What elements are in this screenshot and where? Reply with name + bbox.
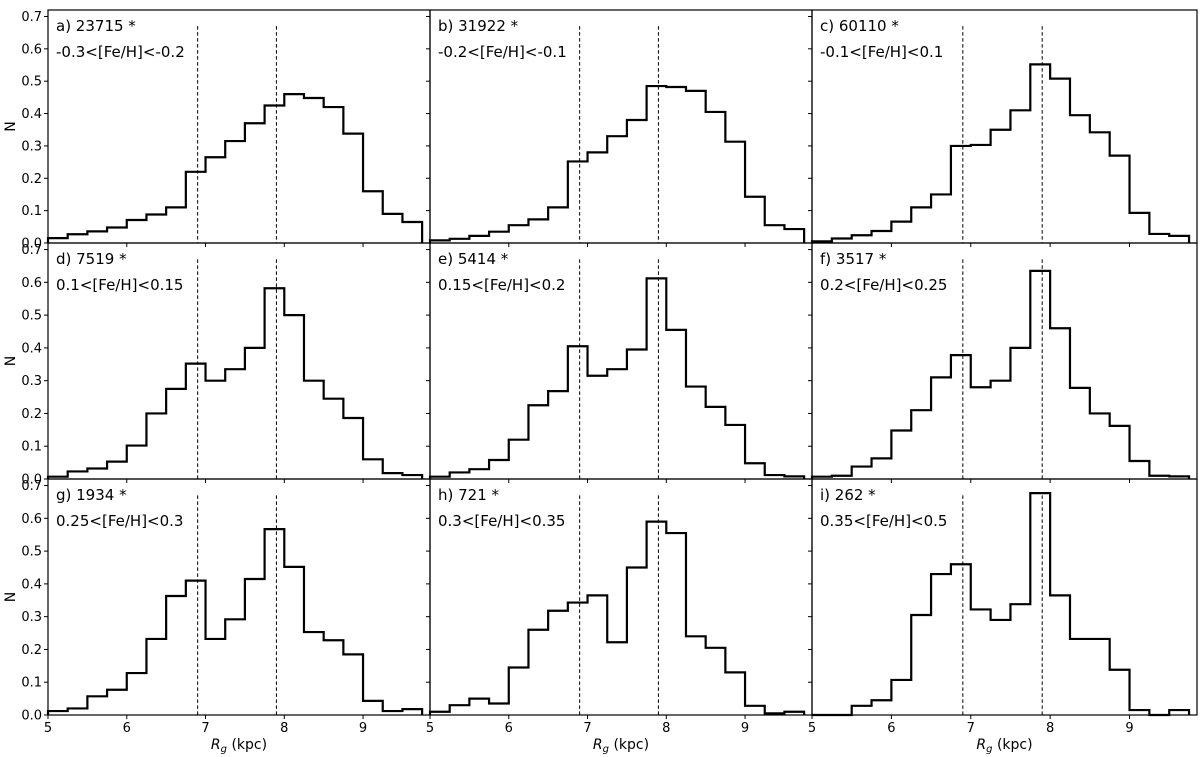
y-tick-label: 0.5 <box>21 309 42 324</box>
panel-i: 5 6 7 8 9 i) 262 * 0.35<[Fe/H]<0.5 Rg (kpc) <box>808 478 1198 755</box>
panel-count-label: g) 1934 * <box>56 486 127 504</box>
x-tick-label: 7 <box>583 721 591 736</box>
y-tick-label: 0.6 <box>21 276 42 291</box>
panel-f: f) 3517 * 0.2<[Fe/H]<0.25 <box>808 242 1198 483</box>
x-tick-label: 7 <box>967 721 975 736</box>
x-tick-label: 7 <box>201 721 209 736</box>
x-axis-label: Rg (kpc) <box>976 737 1032 755</box>
histogram-steps <box>810 63 1191 243</box>
y-tick-label: 0.2 <box>21 407 42 422</box>
panel-b: b) 31922 * -0.2<[Fe/H]<-0.1 <box>426 9 813 247</box>
panel-metallicity-range: 0.35<[Fe/H]<0.5 <box>820 512 947 530</box>
panel-count-label: e) 5414 * <box>438 250 509 268</box>
panel-metallicity-range: 0.15<[Fe/H]<0.2 <box>438 276 565 294</box>
panel-d: 0.0 0.1 0.2 0.3 0.4 0.5 0.6 0.7 d) 7519 * 0.1<[Fe… <box>3 242 431 488</box>
panel-count-label: f) 3517 * <box>820 250 887 268</box>
x-tick-label: 8 <box>662 721 670 736</box>
panel-metallicity-range: 0.3<[Fe/H]<0.35 <box>438 512 565 530</box>
panel-metallicity-range: -0.3<[Fe/H]<-0.2 <box>56 43 185 61</box>
panel-count-label: h) 721 * <box>438 486 500 504</box>
y-axis-label: N <box>3 592 19 602</box>
panel-metallicity-range: -0.2<[Fe/H]<-0.1 <box>438 43 567 61</box>
y-axis-label: N <box>3 356 19 366</box>
x-axis-label: Rg (kpc) <box>593 737 649 755</box>
x-axis-label: Rg (kpc) <box>211 737 267 755</box>
panel-h: 5 6 7 8 9 h) 721 * 0.3<[Fe/H]<0.35 Rg (kpc) <box>426 478 813 755</box>
y-tick-label: 0.1 <box>21 204 42 219</box>
y-tick-label: 0.0 <box>21 709 42 724</box>
histogram-steps <box>46 287 424 479</box>
y-tick-label: 0.4 <box>21 341 42 356</box>
y-tick-label: 0.7 <box>21 243 42 258</box>
x-tick-label: 8 <box>1046 721 1054 736</box>
y-tick-label: 0.1 <box>21 676 42 691</box>
panel-g: 5 6 7 8 9 0.0 0.1 0.2 0.3 0.4 0.5 0.6 0.7 g) 1934 * 0.… <box>3 478 431 755</box>
x-tick-label: 6 <box>123 721 131 736</box>
y-tick-label: 0.3 <box>21 374 42 389</box>
y-tick-label: 0.0 <box>21 473 42 488</box>
y-tick-label: 0.5 <box>21 545 42 560</box>
histogram-steps <box>428 520 806 715</box>
panel-c: c) 60110 * -0.1<[Fe/H]<0.1 <box>808 9 1198 247</box>
y-tick-label: 0.0 <box>21 237 42 252</box>
panel-metallicity-range: 0.1<[Fe/H]<0.15 <box>56 276 183 294</box>
y-tick-label: 0.1 <box>21 440 42 455</box>
histogram-steps <box>812 491 1191 717</box>
y-tick-label: 0.3 <box>21 139 42 154</box>
y-tick-label: 0.6 <box>21 512 42 527</box>
y-tick-label: 0.2 <box>21 172 42 187</box>
panel-count-label: c) 60110 * <box>820 17 899 35</box>
y-tick-label: 0.7 <box>21 479 42 494</box>
y-tick-label: 0.4 <box>21 107 42 122</box>
x-tick-label: 9 <box>359 721 367 736</box>
panel-a: 0.0 0.1 0.2 0.3 0.4 0.5 0.6 0.7 a) 23715 * -0.3<[… <box>3 9 431 252</box>
histogram-steps <box>46 93 424 243</box>
panel-metallicity-range: -0.1<[Fe/H]<0.1 <box>820 43 943 61</box>
panel-count-label: i) 262 * <box>820 486 876 504</box>
panel-count-label: d) 7519 * <box>56 250 127 268</box>
y-tick-label: 0.4 <box>21 577 42 592</box>
y-tick-label: 0.6 <box>21 42 42 57</box>
panel-count-label: b) 31922 * <box>438 17 519 35</box>
x-tick-label: 8 <box>280 721 288 736</box>
histogram-steps <box>810 269 1191 479</box>
x-tick-label: 6 <box>887 721 895 736</box>
panel-metallicity-range: 0.2<[Fe/H]<0.25 <box>820 276 947 294</box>
panel-metallicity-range: 0.25<[Fe/H]<0.3 <box>56 512 183 530</box>
histogram-steps <box>46 528 424 715</box>
y-tick-label: 0.3 <box>21 610 42 625</box>
histogram-steps <box>428 84 806 243</box>
x-tick-label: 5 <box>44 721 52 736</box>
y-tick-label: 0.5 <box>21 75 42 90</box>
y-axis-label: N <box>3 121 19 131</box>
x-tick-label: 5 <box>426 721 434 736</box>
y-tick-label: 0.7 <box>21 10 42 25</box>
panel-count-label: a) 23715 * <box>56 17 136 35</box>
x-tick-label: 6 <box>505 721 513 736</box>
y-tick-label: 0.2 <box>21 643 42 658</box>
x-tick-label: 9 <box>741 721 749 736</box>
panel-frame <box>811 478 1198 716</box>
x-tick-label: 5 <box>808 721 816 736</box>
histogram-steps <box>428 277 806 479</box>
x-tick-label: 9 <box>1125 721 1133 736</box>
panel-e: e) 5414 * 0.15<[Fe/H]<0.2 <box>426 242 813 483</box>
